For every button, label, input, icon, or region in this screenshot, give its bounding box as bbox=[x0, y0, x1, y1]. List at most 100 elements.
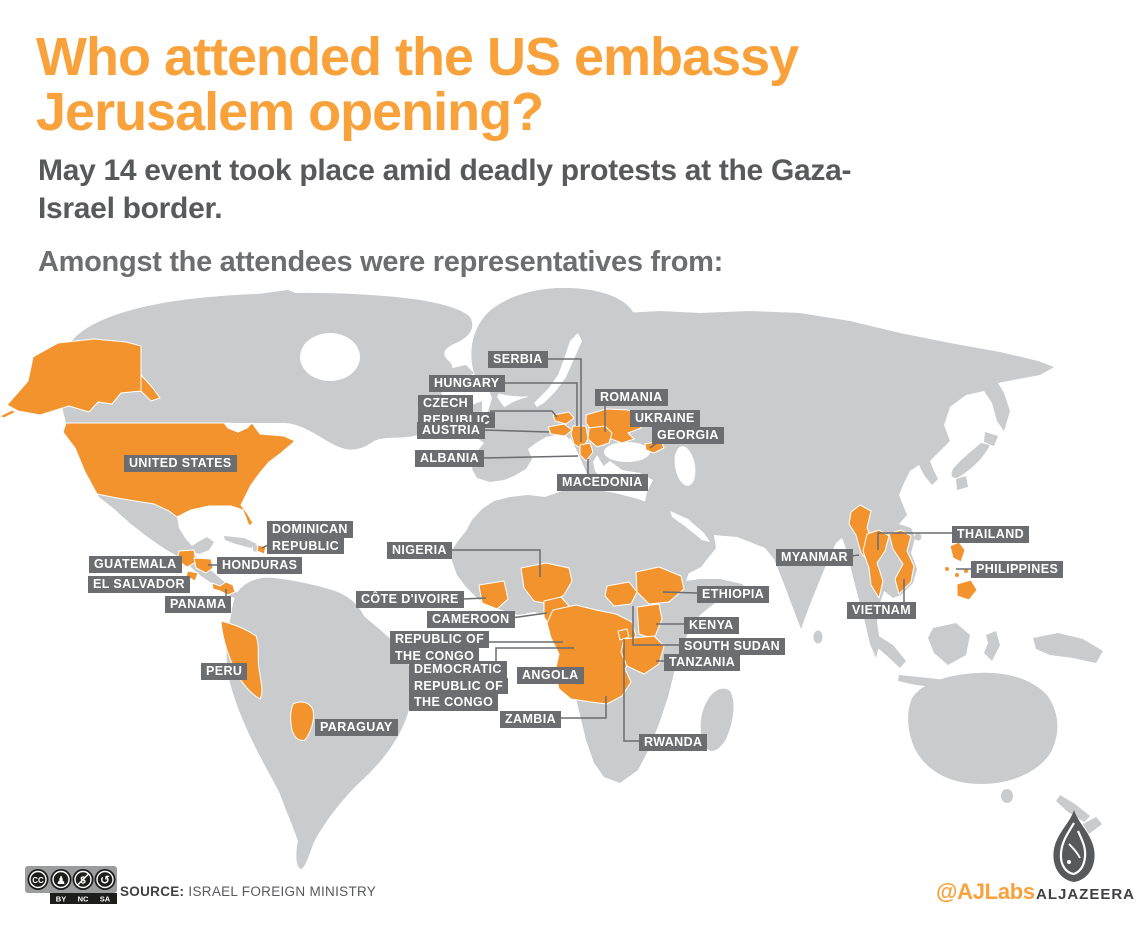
country-cote-divoire bbox=[478, 580, 509, 610]
seas-lakes bbox=[219, 333, 710, 542]
country-albania-macedonia bbox=[579, 442, 594, 462]
country-label-guatemala: GUATEMALA bbox=[89, 556, 182, 573]
country-label-cameroon: CAMEROON bbox=[427, 611, 515, 628]
country-labels-layer: SERBIA HUNGARY CZECH REPUBLIC AUSTRIA ALBANIA… bbox=[0, 285, 1145, 895]
sri-lanka bbox=[813, 630, 823, 644]
leader-line-cameroon bbox=[510, 612, 548, 619]
country-united-states bbox=[62, 422, 296, 527]
leader-line-austria bbox=[482, 429, 550, 433]
country-label-united-states: UNITED STATES bbox=[124, 455, 237, 472]
aljazeera-wordmark: ALJAZEERA bbox=[1036, 886, 1136, 903]
country-label-text: GEORGIA bbox=[652, 427, 724, 444]
country-label-georgia: GEORGIA bbox=[652, 427, 724, 444]
sa-icon: ↺ bbox=[94, 869, 116, 890]
country-nigeria bbox=[520, 562, 573, 605]
attribution-icon: ♟ bbox=[50, 869, 72, 890]
country-label-text: CÔTE D'IVOIRE bbox=[356, 591, 464, 608]
aljazeera-logo-icon bbox=[1053, 810, 1095, 882]
country-label-philippines: PHILIPPINES bbox=[971, 561, 1064, 578]
leader-line-rwanda bbox=[623, 639, 639, 742]
indonesia bbox=[872, 623, 1103, 689]
country-peru bbox=[220, 620, 263, 700]
leader-line-democratic-republic-of-the-congo bbox=[495, 647, 574, 661]
country-south-sudan bbox=[604, 581, 638, 607]
country-label-text: RWANDA bbox=[639, 734, 708, 751]
aegean-sea bbox=[593, 455, 603, 478]
country-czech-republic bbox=[552, 411, 575, 425]
hudson-bay bbox=[300, 333, 360, 381]
country-label-democratic-republic-of-the-congo: DEMOCRATIC REPUBLIC OF THE CONGO bbox=[409, 661, 509, 711]
ajlabs-credit: @AJLabs bbox=[936, 879, 1035, 904]
country-label-text: ROMANIA bbox=[595, 389, 668, 406]
country-label-text: KENYA bbox=[684, 617, 739, 634]
country-austria bbox=[547, 423, 573, 437]
country-label-text: MYANMAR bbox=[776, 549, 853, 566]
leader-line-serbia bbox=[545, 358, 582, 442]
world-map-section: SERBIA HUNGARY CZECH REPUBLIC AUSTRIA ALBANIA… bbox=[0, 285, 1145, 895]
country-kenya bbox=[636, 603, 663, 640]
country-thailand bbox=[862, 529, 890, 599]
highlighted-countries bbox=[0, 338, 978, 741]
country-label-romania: ROMANIA bbox=[595, 389, 668, 406]
country-label-el-salvador: EL SALVADOR bbox=[88, 576, 190, 593]
license-part-by: BY bbox=[56, 895, 66, 904]
hainan bbox=[914, 533, 922, 541]
country-label-myanmar: MYANMAR bbox=[776, 549, 853, 566]
country-rwanda bbox=[617, 628, 630, 641]
black-sea bbox=[604, 442, 650, 462]
country-label-peru: PERU bbox=[201, 663, 248, 680]
country-label-angola: ANGOLA bbox=[517, 667, 584, 684]
svg-text:♟: ♟ bbox=[56, 874, 66, 887]
country-label-text: HUNGARY bbox=[429, 375, 505, 392]
country-label-panama: PANAMA bbox=[165, 596, 232, 613]
tasmania bbox=[1001, 789, 1013, 803]
country-label-text: ETHIOPIA bbox=[697, 586, 770, 603]
country-label-nigeria: NIGERIA bbox=[387, 542, 452, 559]
country-label-tanzania: TANZANIA bbox=[664, 654, 741, 671]
country-label-text: PHILIPPINES bbox=[971, 561, 1064, 578]
country-label-text: AUSTRIA bbox=[417, 422, 486, 439]
country-label-text: TANZANIA bbox=[664, 654, 741, 671]
country-label-text: ANGOLA bbox=[517, 667, 584, 684]
country-label-text: UNITED STATES bbox=[124, 455, 237, 472]
country-label-text: DOMINICAN bbox=[267, 521, 353, 538]
country-philippines-island-2 bbox=[954, 572, 960, 578]
country-label-text: VIETNAM bbox=[847, 602, 917, 619]
country-label-text: SERBIA bbox=[488, 351, 548, 368]
country-label-text: SOUTH SUDAN bbox=[679, 638, 786, 655]
world-map bbox=[0, 287, 1103, 869]
country-label-cote-divoire: CÔTE D'IVOIRE bbox=[356, 591, 464, 608]
country-honduras bbox=[193, 557, 214, 574]
page-title: Who attended the US embassy Jerusalem op… bbox=[36, 27, 799, 143]
leader-line-hungary bbox=[501, 382, 578, 426]
country-philippines bbox=[949, 541, 978, 601]
license-part-sa: SA bbox=[100, 895, 111, 904]
nc-icon: $ bbox=[72, 869, 94, 890]
continent-canada bbox=[58, 292, 473, 450]
country-label-hungary: HUNGARY bbox=[429, 375, 505, 392]
country-label-text: PERU bbox=[201, 663, 248, 680]
country-label-albania: ALBANIA bbox=[415, 450, 485, 467]
country-label-vietnam: VIETNAM bbox=[847, 602, 917, 619]
country-panama bbox=[211, 581, 236, 596]
country-label-kenya: KENYA bbox=[684, 617, 739, 634]
country-label-ethiopia: ETHIOPIA bbox=[697, 586, 770, 603]
country-label-ukraine: UKRAINE bbox=[630, 410, 700, 427]
country-label-text: NIGERIA bbox=[387, 542, 452, 559]
country-label-austria: AUSTRIA bbox=[417, 422, 486, 439]
svg-text:↺: ↺ bbox=[100, 873, 110, 887]
country-ethiopia bbox=[635, 566, 685, 605]
license-part-nc: NC bbox=[78, 895, 89, 904]
caspian-sea bbox=[674, 446, 696, 486]
country-label-paraguay: PARAGUAY bbox=[315, 719, 398, 736]
country-label-text: GUATEMALA bbox=[89, 556, 182, 573]
country-label-text: MACEDONIA bbox=[557, 474, 648, 491]
source-value: ISRAEL FOREIGN MINISTRY bbox=[188, 884, 377, 899]
mexico-central-america bbox=[97, 494, 239, 599]
leader-line-zambia bbox=[560, 696, 607, 719]
country-label-text: REPUBLIC bbox=[267, 537, 345, 554]
cc-icon: CC bbox=[27, 869, 49, 890]
country-label-thailand: THAILAND bbox=[952, 526, 1030, 543]
country-label-south-sudan: SOUTH SUDAN bbox=[679, 638, 786, 655]
